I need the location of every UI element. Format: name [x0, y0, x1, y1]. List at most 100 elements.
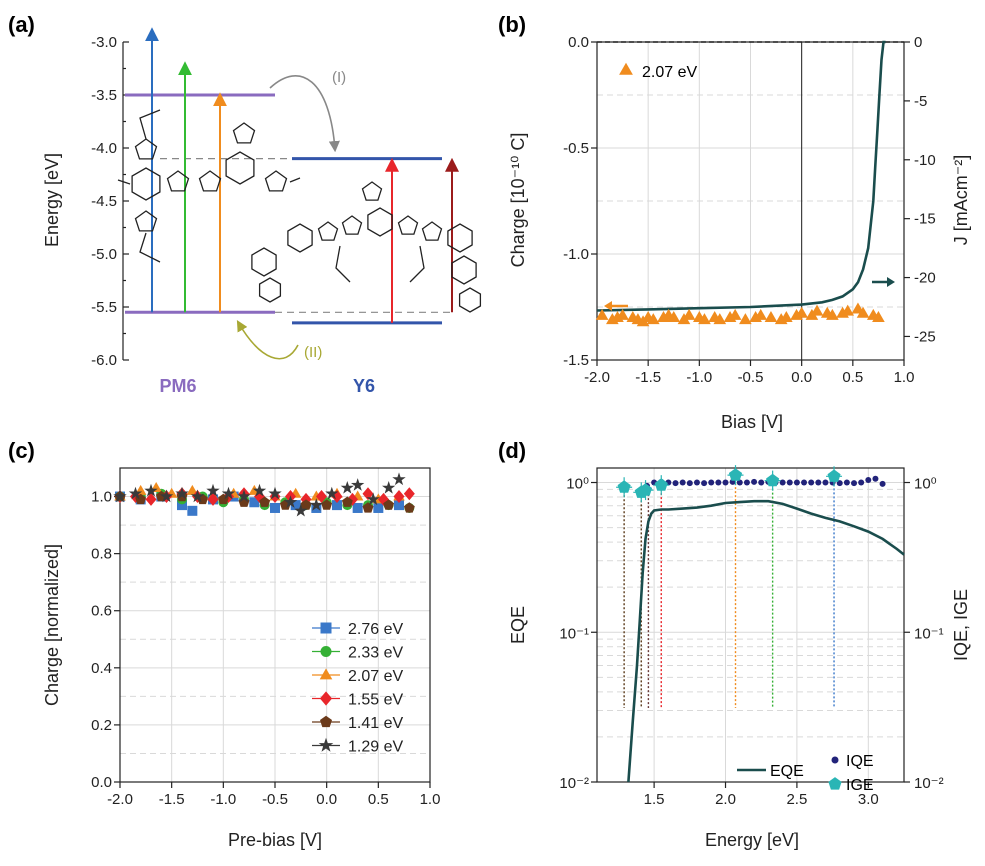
- left-axis-indicator-head: [604, 301, 612, 311]
- charge-data-point: [595, 308, 609, 320]
- panel-c-point-129: [175, 486, 189, 500]
- panel-b-xlabel: Bias [V]: [721, 412, 783, 432]
- panel-c-point-129: [252, 483, 267, 497]
- charge-data-point: [616, 308, 629, 320]
- iqe-data-point: [815, 479, 822, 486]
- y6-ring: [447, 223, 473, 253]
- pm6-thiophene-ring: [134, 138, 158, 160]
- ige-data-point: [617, 480, 631, 493]
- panel-c-point-141: [321, 499, 333, 510]
- panel-d-xtick-label: 2.0: [715, 791, 736, 808]
- pm6-thiophene-ring: [232, 122, 256, 144]
- panel-b-xtick-label: -2.0: [584, 369, 610, 386]
- iqe-data-point: [722, 479, 729, 486]
- panel-c-point-129: [144, 483, 158, 497]
- panel-c-point-129: [309, 498, 323, 511]
- panel-b-ytick-label: -1.5: [563, 352, 589, 369]
- panel-a-ytick-label: -3.5: [91, 87, 117, 104]
- panel-c-point-276: [311, 502, 322, 513]
- panel-c-ytick-label: 0.2: [91, 717, 112, 734]
- charge-data-point: [764, 311, 778, 322]
- molecule-structures: [117, 109, 482, 313]
- panel-d-xtick-label: 2.5: [786, 791, 807, 808]
- panel-c-point-276: [332, 500, 342, 511]
- panel-c-point-129: [159, 489, 174, 503]
- iqe-data-point: [808, 479, 815, 486]
- panel-d-ylabel-left: EQE: [508, 606, 528, 644]
- panel-c-point-129: [366, 492, 380, 506]
- panel-d-ytick-label: 10⁻²: [559, 775, 589, 792]
- panel-c-xtick-label: 0.0: [316, 791, 337, 808]
- panel-c-legend-marker: [319, 668, 333, 680]
- panel-c-point-129: [113, 489, 127, 503]
- panel-d-ytick-label: 10⁰: [566, 476, 589, 493]
- iqe-data-point: [672, 480, 679, 487]
- panel-c-point-276: [352, 502, 363, 513]
- hole-transfer-arrow-II: [236, 320, 299, 360]
- panel-c-point-155: [393, 490, 405, 504]
- pm6-thiophene-ring: [198, 170, 222, 192]
- panel-a-ytick-label: -5.5: [91, 299, 117, 316]
- panel-b-y2tick-label: -10: [914, 152, 936, 169]
- panel-d-ytick-label: 10⁻¹: [559, 625, 589, 642]
- iqe-data-point: [715, 479, 722, 486]
- panel-c-point-129: [190, 489, 205, 503]
- y6-label: Y6: [353, 376, 375, 396]
- transfer-II-label: (II): [304, 344, 322, 361]
- panel-b-xtick-label: -1.0: [686, 369, 712, 386]
- panel-c-label: (c): [8, 438, 35, 463]
- iqe-data-point: [793, 479, 800, 486]
- panel-b-xtick-label: 0.5: [842, 369, 863, 386]
- eqe-curve: [627, 499, 905, 783]
- panel-b-xtick-label: 1.0: [894, 369, 915, 386]
- panel-b-xtick-label: 0.0: [791, 369, 812, 386]
- panel-c-point-276: [177, 500, 187, 511]
- panel-d-xtick-label: 3.0: [858, 791, 879, 808]
- panel-a-ytick-label: -4.5: [91, 193, 117, 210]
- panel-c-legend-marker: [320, 622, 332, 634]
- panel-c-point-276: [187, 505, 198, 516]
- panel-b-y2tick-label: 0: [914, 34, 922, 51]
- charge-data-point: [779, 311, 793, 322]
- iqe-data-point: [865, 476, 872, 483]
- charge-data-point: [795, 306, 808, 318]
- iqe-data-point: [701, 480, 708, 487]
- panel-c-legend-label: 2.33 eV: [348, 645, 403, 662]
- jv-curve: [596, 40, 886, 312]
- legend-iqe-text: IQE: [846, 753, 874, 770]
- panel-c-point-155: [403, 487, 415, 501]
- charge-data-point: [841, 304, 855, 316]
- panel-c-xtick-label: -1.5: [159, 791, 185, 808]
- panel-b-ylabel-right: J [mAcm⁻²]: [951, 155, 971, 246]
- panel-c-point-207: [186, 484, 199, 495]
- panel-b-xtick-label: -1.5: [635, 369, 661, 386]
- panel-d-xtick-label: 1.5: [644, 791, 665, 808]
- panel-d-ytick-right-label: 10⁻¹: [914, 625, 944, 642]
- panel-c-xtick-label: -1.0: [210, 791, 236, 808]
- y6-end-group-ring: [458, 287, 482, 313]
- panel-b-ytick-label: 0.0: [568, 34, 589, 51]
- charge-data-point: [872, 311, 885, 322]
- legend-ige-text: IGE: [846, 777, 874, 794]
- panel-c-legend-label: 1.55 eV: [348, 692, 403, 709]
- panel-a-ytick-label: -6.0: [91, 352, 117, 369]
- panel-d-chart: 1.5 2.0 2.5 3.0 10⁻² 10⁻² 10⁻¹ 10⁻¹ 10⁰ 10⁰: [559, 465, 944, 808]
- right-axis-indicator-head: [887, 277, 895, 287]
- pm6-side-chains: [139, 109, 161, 263]
- panel-c-point-129: [206, 483, 220, 497]
- panel-c-point-129: [237, 489, 251, 503]
- panel-a-ytick-label: -5.0: [91, 246, 117, 263]
- panel-c-legend-marker: [318, 737, 334, 752]
- panel-c-ytick-label: 1.0: [91, 489, 112, 506]
- y6-end-group-ring: [258, 277, 282, 303]
- charge-data-point: [682, 308, 696, 320]
- ige-data-point: [766, 473, 780, 487]
- panel-c-point-129: [382, 481, 396, 494]
- y6-ring: [341, 215, 363, 235]
- pm6-thiophene-ring: [264, 170, 288, 192]
- panel-c-point-155: [207, 492, 219, 506]
- ige-data-point: [827, 469, 841, 482]
- charge-data-point: [826, 308, 839, 320]
- charge-data-point: [728, 308, 742, 320]
- panel-c-point-276: [394, 500, 404, 511]
